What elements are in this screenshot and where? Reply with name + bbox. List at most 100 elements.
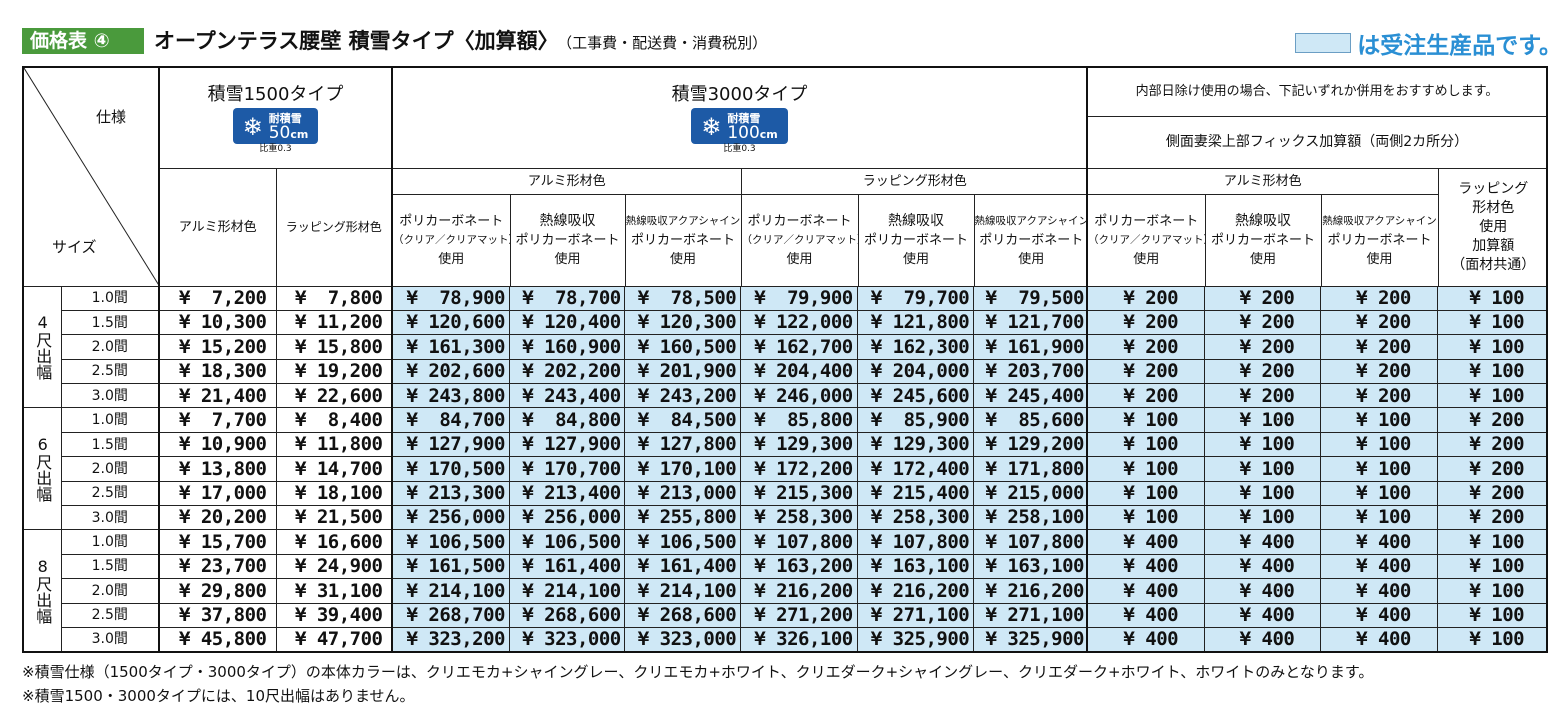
specific-gravity-note: 比重0.3	[259, 144, 292, 155]
price-cell: ¥ 215,000	[972, 480, 1088, 507]
col-aquashine-line2: ポリカーボネート	[979, 232, 1084, 248]
price-cell: ¥ 213,300	[391, 480, 510, 507]
price-cell: ¥ 400	[1086, 578, 1205, 604]
price-cell: ¥ 100	[1436, 626, 1548, 653]
price-cell: ¥ 100	[1319, 456, 1438, 482]
col-heat-absorbing-line2: ポリカーボネート	[1210, 232, 1315, 248]
price-cell: ¥ 13,800	[158, 456, 277, 482]
price-cell: ¥ 15,700	[158, 529, 277, 555]
table-row: 2.5間 ¥ 18,300 ¥ 19,200 ¥ 202,600 ¥ 202,200 ¥ …	[23, 358, 1548, 385]
price-cell: ¥ 216,200	[972, 578, 1088, 604]
snow-load-badge-100: ❄ 耐積雪 100cm	[691, 108, 788, 145]
price-cell: ¥ 122,000	[739, 309, 858, 336]
price-cell: ¥ 400	[1203, 553, 1321, 580]
col-aquashine-line3: 使用	[1366, 251, 1393, 267]
price-cell: ¥ 10,300	[158, 309, 277, 336]
price-cell: ¥ 204,000	[856, 358, 974, 385]
snow-badge-label: 耐積雪	[268, 111, 302, 125]
price-cell: ¥ 120,600	[391, 309, 510, 336]
col-aquashine: 熱線吸収アクアシャイン ポリカーボネート 使用	[625, 194, 742, 285]
price-cell: ¥ 106,500	[391, 529, 510, 555]
price-cell: ¥ 79,900	[739, 285, 858, 311]
price-cell: ¥ 129,300	[856, 431, 974, 458]
price-cell: ¥ 246,000	[739, 383, 858, 409]
price-cell: ¥ 100	[1086, 431, 1205, 458]
col-heat-absorbing: 熱線吸収 ポリカーボネート 使用	[1205, 194, 1322, 285]
legend-swatch	[1295, 33, 1352, 53]
price-cell: ¥ 400	[1319, 626, 1438, 653]
snow-load-badge-50: ❄ 耐積雪 50cm	[232, 108, 319, 145]
projection-group-label: 8尺出幅	[22, 529, 62, 653]
price-cell: ¥ 171,800	[972, 456, 1088, 482]
col-heat-absorbing-line1: 熱線吸収	[539, 212, 596, 229]
table-row: 6尺出幅 1.0間 ¥ 7,700 ¥ 8,400 ¥ 84,700 ¥ 84,800 ¥ …	[22, 407, 1548, 531]
price-cell: ¥ 100	[1319, 431, 1438, 458]
type3000-subheader: アルミ形材色 ラッピング形材色 ポリカーボネート （クリア／クリアマット） 使用 熱線…	[391, 167, 1088, 287]
price-cell: ¥ 161,900	[972, 334, 1088, 360]
price-cell: ¥ 84,800	[508, 407, 625, 433]
price-cell: ¥ 200	[1086, 334, 1205, 360]
col-polycarbonate-line2: （クリア／クリアマット）	[393, 233, 510, 246]
price-cell: ¥ 400	[1203, 529, 1321, 555]
price-cell: ¥ 323,000	[623, 626, 741, 653]
type1500-header: 積雪1500タイプ ❄ 耐積雪 50cm 比重0.3	[158, 66, 393, 169]
corner-diagonal	[24, 68, 158, 285]
price-cell: ¥ 121,700	[972, 309, 1088, 336]
col-polycarbonate-line3: 使用	[1133, 251, 1160, 267]
price-cell: ¥ 203,700	[972, 358, 1088, 385]
price-cell: ¥ 129,200	[972, 431, 1088, 458]
size-cell: 2.0間	[60, 456, 160, 482]
price-cell: ¥ 100	[1203, 431, 1321, 458]
price-cell: ¥ 17,000	[158, 480, 277, 507]
price-table: 仕様 サイズ 積雪1500タイプ ❄ 耐積雪 50cm 比重0.3 積雪3000タイ…	[22, 66, 1549, 653]
price-cell: ¥ 100	[1436, 383, 1548, 409]
price-cell: ¥ 325,900	[856, 626, 974, 653]
corner-size-label: サイズ	[52, 238, 97, 256]
size-cell: 2.0間	[60, 334, 160, 360]
col-polycarbonate-line2: （クリア／クリアマット）	[1088, 233, 1205, 246]
price-cell: ¥ 120,400	[508, 309, 625, 336]
price-cell: ¥ 78,500	[623, 285, 741, 311]
snow-badge-unit: cm	[290, 127, 309, 141]
price-cell: ¥ 161,400	[623, 553, 741, 580]
price-cell: ¥ 100	[1319, 480, 1438, 507]
price-cell: ¥ 31,100	[275, 578, 393, 604]
price-cell: ¥ 200	[1436, 480, 1548, 507]
price-cell: ¥ 100	[1203, 456, 1321, 482]
snow-badge-value: 50	[268, 122, 291, 143]
price-cell: ¥ 45,800	[158, 626, 277, 653]
price-cell: ¥ 15,200	[158, 334, 277, 360]
price-cell: ¥ 161,500	[391, 553, 510, 580]
price-cell: ¥ 258,100	[972, 505, 1088, 531]
col-heat-absorbing-line2: ポリカーボネート	[515, 232, 620, 248]
price-cell: ¥ 214,100	[391, 578, 510, 604]
size-cell: 1.5間	[60, 553, 160, 580]
price-cell: ¥ 84,700	[391, 407, 510, 433]
price-cell: ¥ 243,200	[623, 383, 741, 409]
price-cell: ¥ 100	[1203, 407, 1321, 433]
size-cell: 2.5間	[60, 602, 160, 628]
price-cell: ¥ 200	[1203, 358, 1321, 385]
price-cell: ¥ 100	[1203, 505, 1321, 531]
specific-gravity-note: 比重0.3	[723, 144, 756, 155]
footnote-1: ※積雪仕様（1500タイプ・3000タイプ）の本体カラーは、クリエモカ+シャイン…	[22, 663, 1374, 681]
price-cell: ¥ 100	[1086, 480, 1205, 507]
price-cell: ¥ 100	[1436, 309, 1548, 336]
col-polycarbonate: ポリカーボネート （クリア／クリアマット） 使用	[1088, 194, 1206, 285]
price-cell: ¥ 7,800	[275, 285, 393, 311]
price-cell: ¥ 84,500	[623, 407, 741, 433]
price-cell: ¥ 100	[1203, 480, 1321, 507]
price-cell: ¥ 100	[1319, 505, 1438, 531]
price-cell: ¥ 200	[1319, 383, 1438, 409]
price-cell: ¥ 200	[1436, 456, 1548, 482]
projection-group-label: 4尺出幅	[22, 285, 62, 409]
snow-badge-label: 耐積雪	[727, 111, 761, 125]
title-text: オープンテラス腰壁 積雪タイプ〈加算額〉	[154, 29, 559, 53]
price-cell: ¥ 170,700	[508, 456, 625, 482]
col-aquashine-line2: ポリカーボネート	[1327, 232, 1432, 248]
size-cell: 2.5間	[60, 480, 160, 507]
col-wrap-addition-l4: 加算額	[1472, 237, 1515, 254]
price-cell: ¥ 200	[1086, 358, 1205, 385]
table-row: 2.0間 ¥ 15,200 ¥ 15,800 ¥ 161,300 ¥ 160,900 ¥ …	[23, 334, 1548, 360]
col-polycarbonate-line1: ポリカーボネート	[1094, 213, 1199, 229]
